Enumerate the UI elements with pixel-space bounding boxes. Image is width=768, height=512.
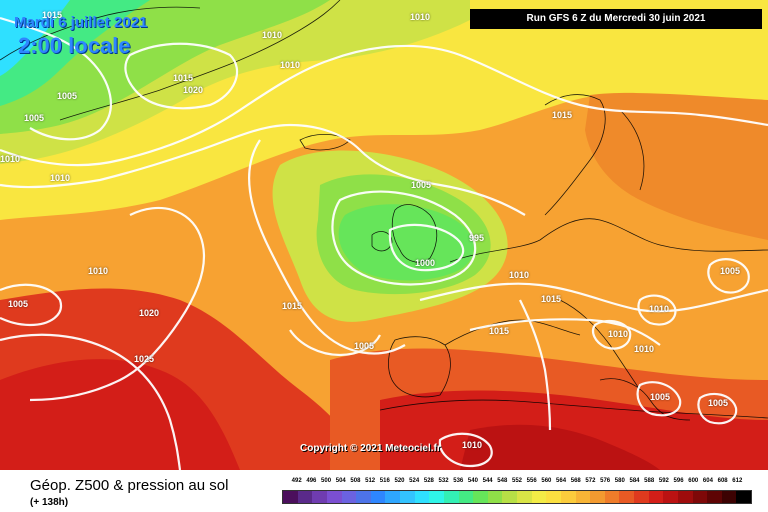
- forecast-date: Mardi 6 juillet 2021: [14, 14, 148, 31]
- legend-tick: 564: [556, 478, 567, 484]
- legend-swatch: [575, 491, 591, 503]
- legend-swatch: [297, 491, 313, 503]
- legend-swatch: [677, 491, 693, 503]
- legend-swatch: [663, 491, 678, 503]
- legend-tick: 572: [585, 478, 596, 484]
- legend-tick: 548: [497, 478, 508, 484]
- legend-tick: 524: [409, 478, 420, 484]
- legend-tick: 540: [467, 478, 478, 484]
- legend-swatch: [721, 491, 737, 503]
- legend-swatch: [443, 491, 459, 503]
- legend-tick: 492: [291, 478, 302, 484]
- legend-swatch: [458, 491, 474, 503]
- legend-swatch: [648, 491, 664, 503]
- legend-swatch: [634, 491, 649, 503]
- copyright-notice: Copyright © 2021 Meteociel.fr: [300, 443, 441, 454]
- legend-tick: 552: [511, 478, 523, 484]
- legend-tick: 544: [482, 478, 493, 484]
- legend-tick: 528: [423, 478, 434, 484]
- forecast-hour: (+ 138h): [30, 497, 69, 508]
- legend-tick: 536: [453, 478, 464, 484]
- model-run-label: Run GFS 6 Z du Mercredi 30 juin 2021: [470, 9, 762, 29]
- forecast-map: Mardi 6 juillet 2021 2:00 locale Run GFS…: [0, 0, 768, 470]
- parameter-title: Géop. Z500 & pression au sol: [30, 477, 229, 494]
- legend-swatch: [517, 491, 532, 503]
- legend-swatch: [692, 491, 708, 503]
- legend-swatch: [487, 491, 503, 503]
- legend-tick: 580: [614, 478, 625, 484]
- legend-swatch: [707, 491, 722, 503]
- legend-swatch: [341, 491, 357, 503]
- legend-swatch: [400, 491, 415, 503]
- legend-swatch: [736, 491, 751, 503]
- map-canvas: [0, 0, 768, 470]
- legend-tick: 516: [379, 478, 390, 484]
- legend-swatch: [283, 491, 298, 503]
- forecast-time: 2:00 locale: [18, 33, 131, 58]
- legend-tick: 588: [644, 478, 655, 484]
- legend-swatch: [385, 491, 400, 503]
- legend-tick: 612: [732, 478, 743, 484]
- legend-panel: Géop. Z500 & pression au sol (+ 138h) 49…: [0, 470, 768, 512]
- legend-swatch: [312, 491, 327, 503]
- legend-swatch: [619, 491, 634, 503]
- color-scale-bar: [282, 490, 752, 504]
- legend-tick: 604: [702, 478, 713, 484]
- legend-tick: 504: [335, 478, 346, 484]
- legend-tick: 556: [526, 478, 537, 484]
- legend-tick: 584: [629, 478, 640, 484]
- legend-tick: 600: [688, 478, 699, 484]
- legend-tick: 596: [673, 478, 684, 484]
- legend-swatch: [356, 491, 371, 503]
- legend-swatch: [502, 491, 517, 503]
- legend-swatch: [370, 491, 386, 503]
- legend-tick: 560: [541, 478, 552, 484]
- legend-swatch: [414, 491, 430, 503]
- legend-tick: 568: [570, 478, 581, 484]
- legend-swatch: [560, 491, 576, 503]
- legend-swatch: [546, 491, 561, 503]
- legend-tick: 532: [438, 478, 449, 484]
- legend-tick: 496: [306, 478, 317, 484]
- legend-tick: 512: [365, 478, 376, 484]
- legend-swatch: [604, 491, 620, 503]
- legend-tick: 508: [350, 478, 361, 484]
- legend-swatch: [473, 491, 488, 503]
- legend-tick-labels: 492 496 500 504 508 512 516 520 524 528 532 536 540 5…: [282, 478, 752, 488]
- legend-tick: 500: [321, 478, 332, 484]
- legend-swatch: [429, 491, 444, 503]
- legend-swatch: [326, 491, 342, 503]
- legend-tick: 608: [717, 478, 728, 484]
- legend-tick: 576: [600, 478, 611, 484]
- legend-swatch: [531, 491, 547, 503]
- legend-tick: 592: [658, 478, 669, 484]
- legend-swatch: [590, 491, 605, 503]
- legend-tick: 520: [394, 478, 405, 484]
